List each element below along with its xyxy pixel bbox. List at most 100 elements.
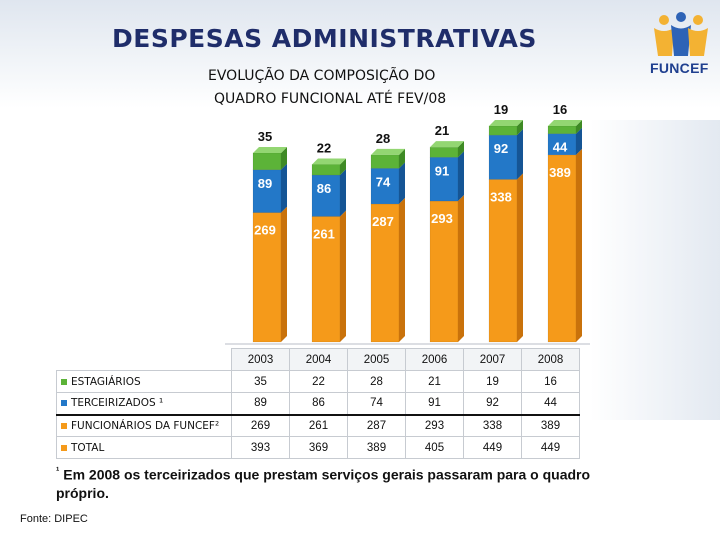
bar-data-label: 91 <box>435 163 449 178</box>
bar-top-face <box>548 120 582 126</box>
bar-top-face <box>371 148 405 155</box>
table-cell: 449 <box>463 436 522 459</box>
table-cell: 449 <box>521 436 580 459</box>
bar-top-face <box>253 146 287 153</box>
table-cell: 269 <box>231 414 290 437</box>
table-header-row: 2003 2004 2005 2006 2007 2008 <box>57 348 580 371</box>
bar-segment-2 <box>547 125 577 134</box>
bar-data-label: 16 <box>553 102 567 117</box>
table-cell: 28 <box>347 370 406 393</box>
bar-segment-side-0 <box>517 173 523 342</box>
table-row-funcionarios: FUNCIONÁRIOS DA FUNCEF² 269 261 287 293 … <box>56 414 580 437</box>
table-cell: 86 <box>289 392 348 415</box>
table-row-label: ESTAGIÁRIOS <box>56 370 232 393</box>
table-cell: 91 <box>405 392 464 415</box>
table-col-header: 2005 <box>347 348 406 371</box>
table-cell: 287 <box>347 414 406 437</box>
bar-segment-side-0 <box>340 210 346 342</box>
source-note: Fonte: DIPEC <box>20 513 88 525</box>
bar-segment-side-2 <box>458 141 464 158</box>
bar-segment-side-0 <box>576 148 582 342</box>
legend-swatch-orange-icon <box>61 444 67 451</box>
table-cell: 338 <box>463 414 522 437</box>
bar-data-label: 74 <box>376 174 391 189</box>
table-cell: 35 <box>231 370 290 393</box>
table-row-label-text: TOTAL <box>71 441 105 454</box>
table-col-header: 2003 <box>231 348 290 371</box>
page-title: DESPESAS ADMINISTRATIVAS <box>112 24 537 53</box>
bar-segment-side-1 <box>576 127 582 155</box>
bar-data-label: 86 <box>317 181 331 196</box>
bar-segment-2 <box>488 125 518 136</box>
table-cell: 44 <box>521 392 580 415</box>
table-row-label-text: TERCEIRIZADOS ¹ <box>71 397 164 410</box>
bar-segment-1 <box>370 168 400 205</box>
chart-subtitle-line2: QUADRO FUNCIONAL ATÉ FEV/08 <box>214 91 447 107</box>
bar-segment-side-1 <box>458 151 464 202</box>
bar-segment-1 <box>252 169 282 213</box>
logo-text: FUNCEF <box>650 60 709 76</box>
bar-segment-1 <box>311 174 341 217</box>
table-cell: 74 <box>347 392 406 415</box>
bar-segment-0 <box>370 203 400 343</box>
table-cell: 369 <box>289 436 348 459</box>
footnote-text: Em 2008 os terceirizados que prestam ser… <box>56 466 591 501</box>
table-cell: 89 <box>231 392 290 415</box>
table-cell: 293 <box>405 414 464 437</box>
table-row-label: TERCEIRIZADOS ¹ <box>56 392 232 415</box>
legend-swatch-orange-icon <box>61 422 67 429</box>
bar-top-face <box>430 141 464 148</box>
background-panel-top <box>0 0 720 108</box>
chart-subtitle-line1: EVOLUÇÃO DA COMPOSIÇÃO DO <box>208 68 436 84</box>
table-row-label: FUNCIONÁRIOS DA FUNCEF² <box>56 414 232 437</box>
table-cell: 393 <box>231 436 290 459</box>
bar-segment-side-2 <box>281 146 287 170</box>
table-cell: 261 <box>289 414 348 437</box>
table-row-estagiarios: ESTAGIÁRIOS 35 22 28 21 19 16 <box>56 370 580 393</box>
footnote: ¹ Em 2008 os terceirizados que prestam s… <box>56 463 616 502</box>
bar-segment-side-2 <box>576 120 582 134</box>
table-cell: 19 <box>463 370 522 393</box>
bar-data-label: 21 <box>435 123 449 138</box>
bar-top-face <box>312 158 346 165</box>
bar-data-label: 22 <box>317 140 331 155</box>
table-corner <box>57 349 232 371</box>
legend-swatch-green-icon <box>61 378 67 385</box>
table-row-terceirizados: TERCEIRIZADOS ¹ 89 86 74 91 92 44 <box>56 392 580 415</box>
table-row-label-text: ESTAGIÁRIOS <box>71 375 141 388</box>
table-cell: 92 <box>463 392 522 415</box>
legend-swatch-blue-icon <box>61 400 67 407</box>
table-row-label: TOTAL <box>56 436 232 459</box>
table-col-header: 2006 <box>405 348 464 371</box>
bar-segment-side-1 <box>340 169 346 217</box>
bar-segment-side-0 <box>458 195 464 342</box>
bar-data-label: 287 <box>372 214 394 229</box>
table-cell: 405 <box>405 436 464 459</box>
footnote-mark: ¹ <box>56 466 60 477</box>
table-cell: 21 <box>405 370 464 393</box>
bar-segment-1 <box>488 134 518 180</box>
bar-data-label: 269 <box>254 223 276 238</box>
table-col-header: 2008 <box>521 348 580 371</box>
bar-segment-side-2 <box>340 158 346 176</box>
bar-segment-side-1 <box>281 163 287 213</box>
bar-data-label: 28 <box>376 131 390 146</box>
bar-data-label: 44 <box>553 140 568 155</box>
bar-data-label: 293 <box>431 211 453 226</box>
bar-data-label: 389 <box>549 165 571 180</box>
table-col-header: 2004 <box>289 348 348 371</box>
bar-segment-side-2 <box>517 120 523 136</box>
table-cell: 22 <box>289 370 348 393</box>
table-col-header: 2007 <box>463 348 522 371</box>
bar-segment-side-0 <box>281 206 287 342</box>
bar-segment-1 <box>429 157 459 202</box>
bar-data-label: 338 <box>490 189 512 204</box>
bar-segment-0 <box>488 179 518 343</box>
bar-data-label: 35 <box>258 129 272 144</box>
bar-segment-2 <box>370 154 400 169</box>
data-table: 2003 2004 2005 2006 2007 2008 ESTAGIÁRIO… <box>56 348 580 459</box>
bar-data-label: 261 <box>313 226 335 241</box>
funcef-logo-icon <box>654 12 708 56</box>
bar-segment-2 <box>311 164 341 176</box>
